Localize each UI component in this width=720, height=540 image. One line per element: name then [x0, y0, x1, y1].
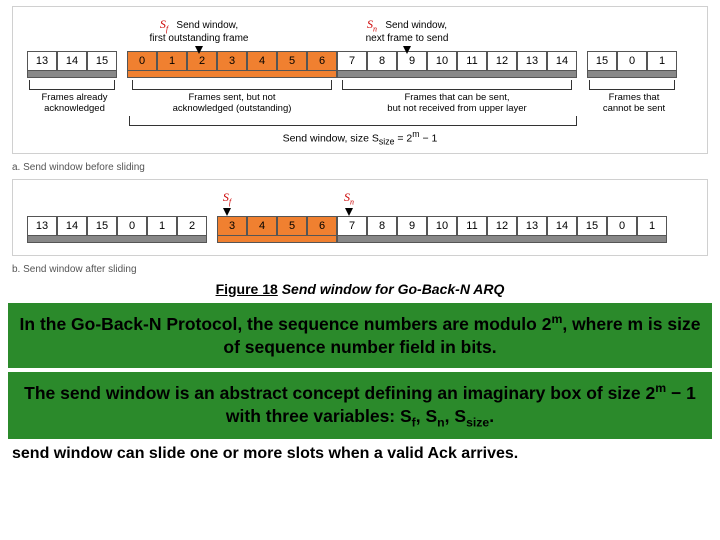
- cell: 3: [217, 216, 247, 236]
- pointer-sf-b: Sf: [212, 190, 242, 216]
- green-block-2: The send window is an abstract concept d…: [8, 372, 712, 439]
- cell: 8: [367, 216, 397, 236]
- cell: 15: [577, 216, 607, 236]
- cell: 2: [177, 216, 207, 236]
- arrow-down-icon: [223, 208, 231, 216]
- cell: 4: [247, 216, 277, 236]
- cell: 0: [117, 216, 147, 236]
- cell: 6: [307, 51, 337, 71]
- pointer-row-a: Sf Send window, first outstanding frame …: [27, 17, 693, 51]
- cells-b: 131415012345678910111213141501: [27, 216, 693, 236]
- cell: 13: [517, 216, 547, 236]
- caption-a: a. Send window before sliding: [12, 162, 708, 173]
- arrow-down-icon: [403, 46, 411, 54]
- cell: 0: [617, 51, 647, 71]
- cell: 9: [397, 216, 427, 236]
- cell: 13: [517, 51, 547, 71]
- cell: 14: [57, 216, 87, 236]
- cell: 10: [427, 216, 457, 236]
- region-label: Frames alreadyacknowledged: [27, 92, 122, 115]
- size-label: Send window, size Ssize = 2m − 1: [27, 129, 693, 147]
- caption-b: b. Send window after sliding: [12, 264, 708, 275]
- figure-caption: Figure 18 Send window for Go-Back-N ARQ: [0, 281, 720, 297]
- pointer-sf-a: Sf Send window, first outstanding frame: [119, 17, 279, 54]
- region-label: Frames that can be sent,but not received…: [337, 92, 577, 115]
- pointer-sn-b: Sn: [334, 190, 364, 216]
- cell: 12: [487, 216, 517, 236]
- cell: 1: [647, 51, 677, 71]
- cell: 13: [27, 51, 57, 71]
- region-label: Frames sent, but notacknowledged (outsta…: [127, 92, 337, 115]
- green-block-1: In the Go-Back-N Protocol, the sequence …: [8, 303, 712, 368]
- cell: 15: [587, 51, 617, 71]
- arrow-down-icon: [345, 208, 353, 216]
- cell: 12: [487, 51, 517, 71]
- arrow-down-icon: [195, 46, 203, 54]
- note-line: send window can slide one or more slots …: [0, 443, 720, 465]
- cell: 14: [547, 51, 577, 71]
- cell: 13: [27, 216, 57, 236]
- cell: 7: [337, 216, 367, 236]
- cell: 1: [147, 216, 177, 236]
- bar-a: [27, 71, 693, 78]
- cell: 14: [57, 51, 87, 71]
- bar-b: [27, 236, 693, 243]
- cell: 1: [637, 216, 667, 236]
- cell: 15: [87, 216, 117, 236]
- region-labels-a: Frames alreadyacknowledgedFrames sent, b…: [27, 80, 693, 126]
- pointer-row-b: Sf Sn: [27, 190, 693, 216]
- region-label: Frames thatcannot be sent: [585, 92, 683, 115]
- panel-a: Sf Send window, first outstanding frame …: [12, 6, 708, 154]
- cell: 14: [547, 216, 577, 236]
- cell: 6: [307, 216, 337, 236]
- diagram-area: Sf Send window, first outstanding frame …: [0, 0, 720, 275]
- cell: 11: [457, 216, 487, 236]
- cell: 0: [607, 216, 637, 236]
- panel-b: Sf Sn 131415012345678910111213141501: [12, 179, 708, 256]
- cell: 15: [87, 51, 117, 71]
- cell: 5: [277, 216, 307, 236]
- cell: 5: [277, 51, 307, 71]
- pointer-sn-a: Sn Send window, next frame to send: [337, 17, 477, 54]
